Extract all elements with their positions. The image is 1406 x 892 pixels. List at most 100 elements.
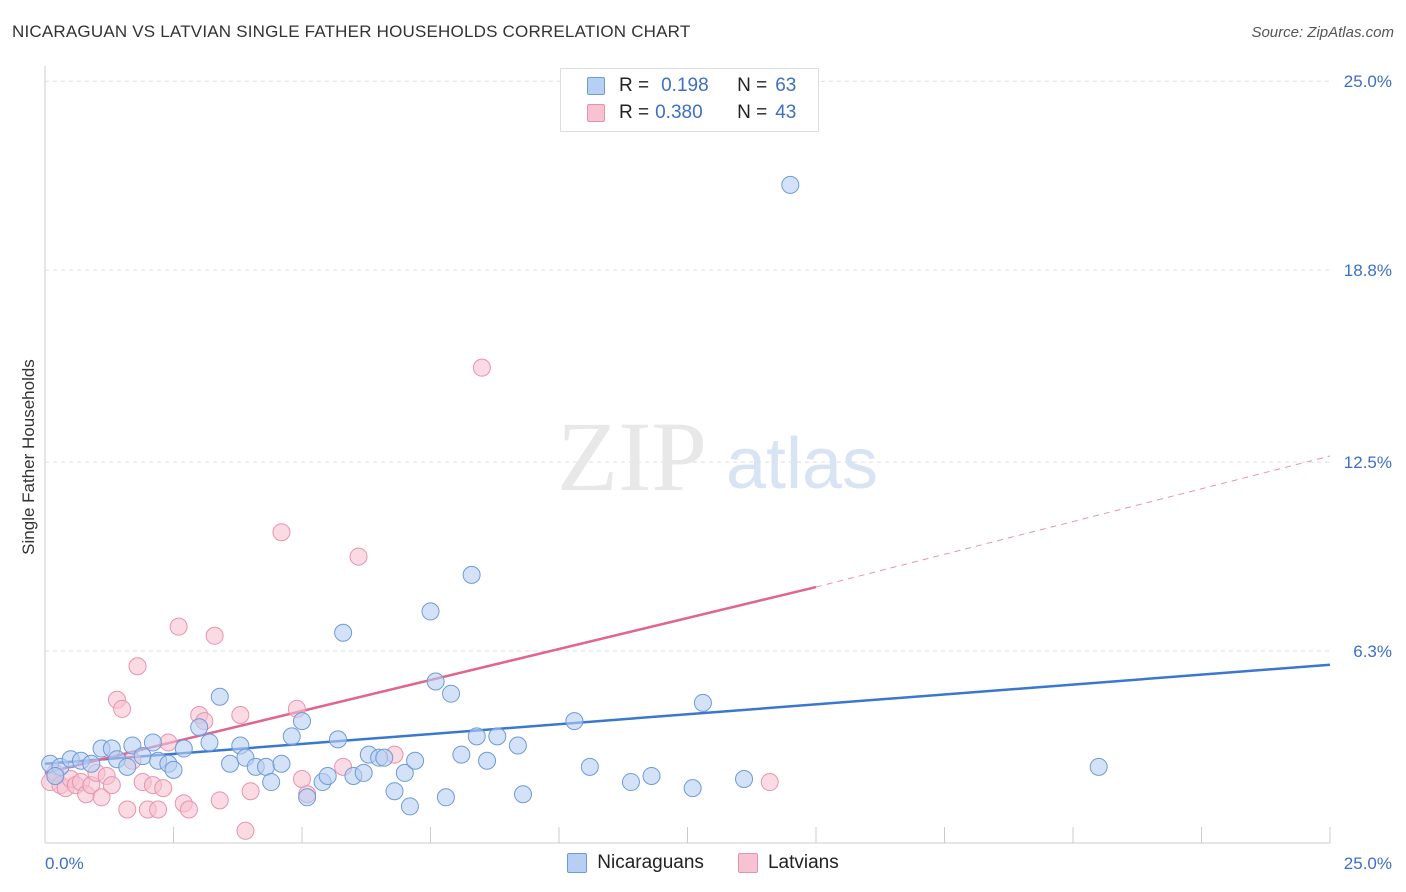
nicaraguans-point [257, 757, 276, 776]
nicaraguans-point [395, 763, 414, 782]
nicaraguans-point [514, 785, 533, 804]
x-tick-layer [44, 827, 1331, 843]
latvians-point [128, 657, 147, 676]
source-label: Source: ZipAtlas.com [1251, 24, 1394, 41]
latvians-point [349, 547, 368, 566]
stats-row-nicaraguans: R = 0.198 N = 63 [587, 73, 796, 99]
r-value: 0.198 [661, 75, 709, 96]
watermark-atlas: atlas [726, 424, 878, 504]
nicaraguans-point [164, 760, 183, 779]
nicaraguans-point [426, 672, 445, 691]
nicaraguans-point [375, 748, 394, 767]
nicaraguans-point [642, 766, 661, 785]
nicaraguans-point [565, 712, 584, 731]
y-axis-label: Single Father Households [19, 359, 38, 555]
latvians-point [210, 791, 229, 810]
r-label: R = [619, 102, 650, 123]
nicaraguans-point [462, 565, 481, 584]
latvians-point [272, 523, 291, 542]
nicaraguans-point [174, 739, 193, 758]
nicaraguans-point [467, 727, 486, 746]
latvians-point [472, 358, 491, 377]
nicaraguans-point [272, 754, 291, 773]
nicaraguans-point [421, 602, 440, 621]
nicaraguans-point [118, 757, 137, 776]
latvians-point [102, 776, 121, 795]
legend-item-nicaraguans[interactable]: Nicaraguans [567, 852, 704, 874]
legend-label: Nicaraguans [597, 852, 704, 873]
nicaraguans-point [406, 751, 425, 770]
y-tick-label: 12.5% [1344, 453, 1392, 472]
nicaraguans-point [334, 623, 353, 642]
n-value: 63 [775, 75, 797, 96]
latvians-point [159, 733, 178, 752]
latvians-point [241, 782, 260, 801]
latvians-point [154, 779, 173, 798]
nicaraguans-point [735, 770, 754, 789]
nicaraguans-point [293, 712, 311, 731]
nicaraguans-trend-line [44, 663, 1331, 766]
n-label: N = [737, 75, 768, 96]
nicaraguans-point [82, 754, 101, 773]
nicaraguans-point [354, 763, 373, 782]
latvians-swatch [737, 853, 758, 873]
data-points [41, 175, 1108, 840]
nicaraguans-point [282, 727, 301, 746]
nicaraguans-point [452, 745, 471, 764]
latvians-point [113, 699, 132, 718]
nicaraguans-point [442, 684, 461, 703]
y-tick-label: 25.0% [1344, 72, 1392, 91]
x-tick-label: 25.0% [1344, 854, 1392, 873]
nicaraguans-point [478, 751, 497, 770]
x-tick-labels: 0.0% 25.0% [45, 854, 1392, 873]
x-tick-label: 0.0% [45, 854, 84, 873]
nicaraguans-point [693, 693, 712, 712]
nicaraguans-point [298, 788, 317, 807]
latvians-point [179, 800, 198, 819]
y-tick-labels: 6.3% 12.5% 18.8% 25.0% [1344, 72, 1392, 661]
nicaraguans-point [262, 773, 281, 792]
y-tick-label: 6.3% [1353, 642, 1392, 661]
r-label: R = [619, 75, 650, 96]
n-value: 43 [775, 102, 797, 123]
stats-legend: R = 0.198 N = 63 R = 0.380 N = 43 [560, 68, 819, 132]
nicaraguans-point [400, 797, 419, 816]
chart-title: NICARAGUAN VS LATVIAN SINGLE FATHER HOUS… [12, 22, 691, 41]
nicaraguans-point [580, 757, 599, 776]
nicaraguans-point [200, 733, 219, 752]
nicaraguans-point [46, 766, 65, 785]
latvians-trend-extension [815, 455, 1331, 588]
n-label: N = [737, 102, 768, 123]
legend-item-latvians[interactable]: Latvians [737, 852, 839, 874]
r-value: 0.380 [655, 102, 703, 123]
nicaraguans-point [143, 733, 162, 752]
nicaraguans-point [318, 766, 337, 785]
latvians-point [205, 626, 224, 645]
latvians-point [92, 788, 111, 807]
nicaraguans-point [328, 730, 347, 749]
legend-label: Latvians [767, 852, 839, 873]
nicaraguans-point [781, 175, 800, 194]
y-tick-label: 18.8% [1344, 261, 1392, 280]
nicaraguans-point [683, 779, 702, 798]
nicaraguans-swatch [567, 853, 588, 873]
nicaraguans-swatch [587, 77, 605, 95]
nicaraguans-point [210, 687, 229, 706]
latvians-point [236, 821, 255, 840]
nicaraguans-point [221, 754, 240, 773]
latvians-point [293, 770, 311, 789]
nicaraguans-point [436, 788, 455, 807]
nicaraguans-point [621, 773, 640, 792]
nicaraguans-point [190, 718, 209, 737]
nicaraguans-point [385, 782, 404, 801]
watermark-zip: ZIP [557, 401, 707, 512]
stats-row-latvians: R = 0.380 N = 43 [587, 100, 796, 126]
latvians-point [149, 800, 168, 819]
latvians-point [760, 773, 779, 792]
latvians-swatch [587, 104, 605, 122]
latvians-point [169, 617, 188, 636]
series-legend: Nicaraguans Latvians [0, 852, 1406, 874]
nicaraguans-point [1089, 757, 1108, 776]
nicaraguans-point [508, 736, 527, 755]
